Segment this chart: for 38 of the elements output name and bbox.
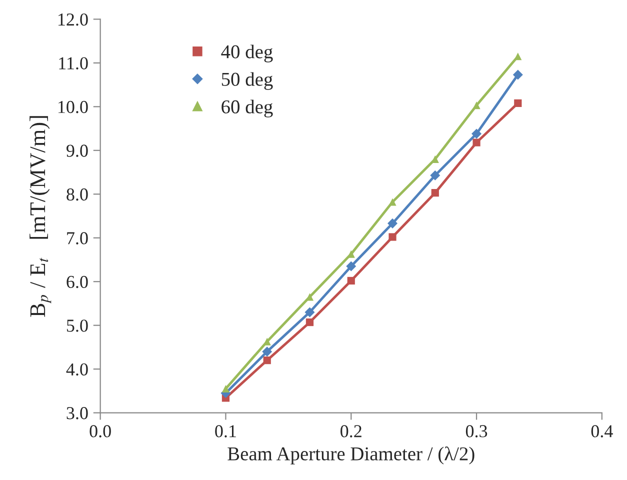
y-tick-label: 10.0 (58, 100, 88, 114)
point (472, 138, 480, 146)
point (263, 356, 271, 364)
y-tick-label: 12.0 (58, 13, 88, 26)
text: B$_{p}$ / E$_{t}$ [mT/(MV/m)] (30, 116, 52, 317)
y-tick-label: 8.0 (66, 188, 88, 201)
point (306, 318, 314, 326)
point (304, 307, 315, 318)
x-tick-label: 0.0 (90, 425, 111, 438)
legend-label: 50 deg (222, 72, 273, 90)
x-tick-label: 0.4 (591, 425, 613, 438)
y-tick-label: 4.0 (66, 363, 88, 376)
point (514, 99, 522, 107)
point (347, 276, 355, 285)
point (472, 102, 480, 110)
point (512, 70, 523, 80)
point (430, 170, 440, 180)
point (346, 261, 356, 272)
y-tick-label: 6.0 (66, 276, 88, 288)
point (514, 52, 522, 60)
y-tick-label: 3.0 (66, 407, 88, 420)
point (472, 128, 482, 139)
point (222, 384, 230, 393)
point (388, 198, 396, 206)
x-axis-title: Beam Aperture Diameter / (λ/2) (228, 446, 474, 464)
point (387, 218, 398, 228)
x-tick-label: 0.3 (466, 425, 488, 438)
legend-label: 60 deg (222, 100, 273, 118)
legend-label: 40 deg (221, 44, 273, 62)
y-tick-label: 5.0 (66, 320, 88, 332)
point (262, 346, 272, 357)
y-tick-label: 11.0 (59, 57, 88, 70)
x-tick-label: 0.1 (215, 425, 236, 438)
y-tick-label: 9.0 (66, 144, 88, 157)
point (388, 233, 396, 241)
point (431, 189, 439, 197)
x-tick-label: 0.2 (340, 425, 362, 438)
y-tick-label: 7.0 (67, 232, 88, 244)
